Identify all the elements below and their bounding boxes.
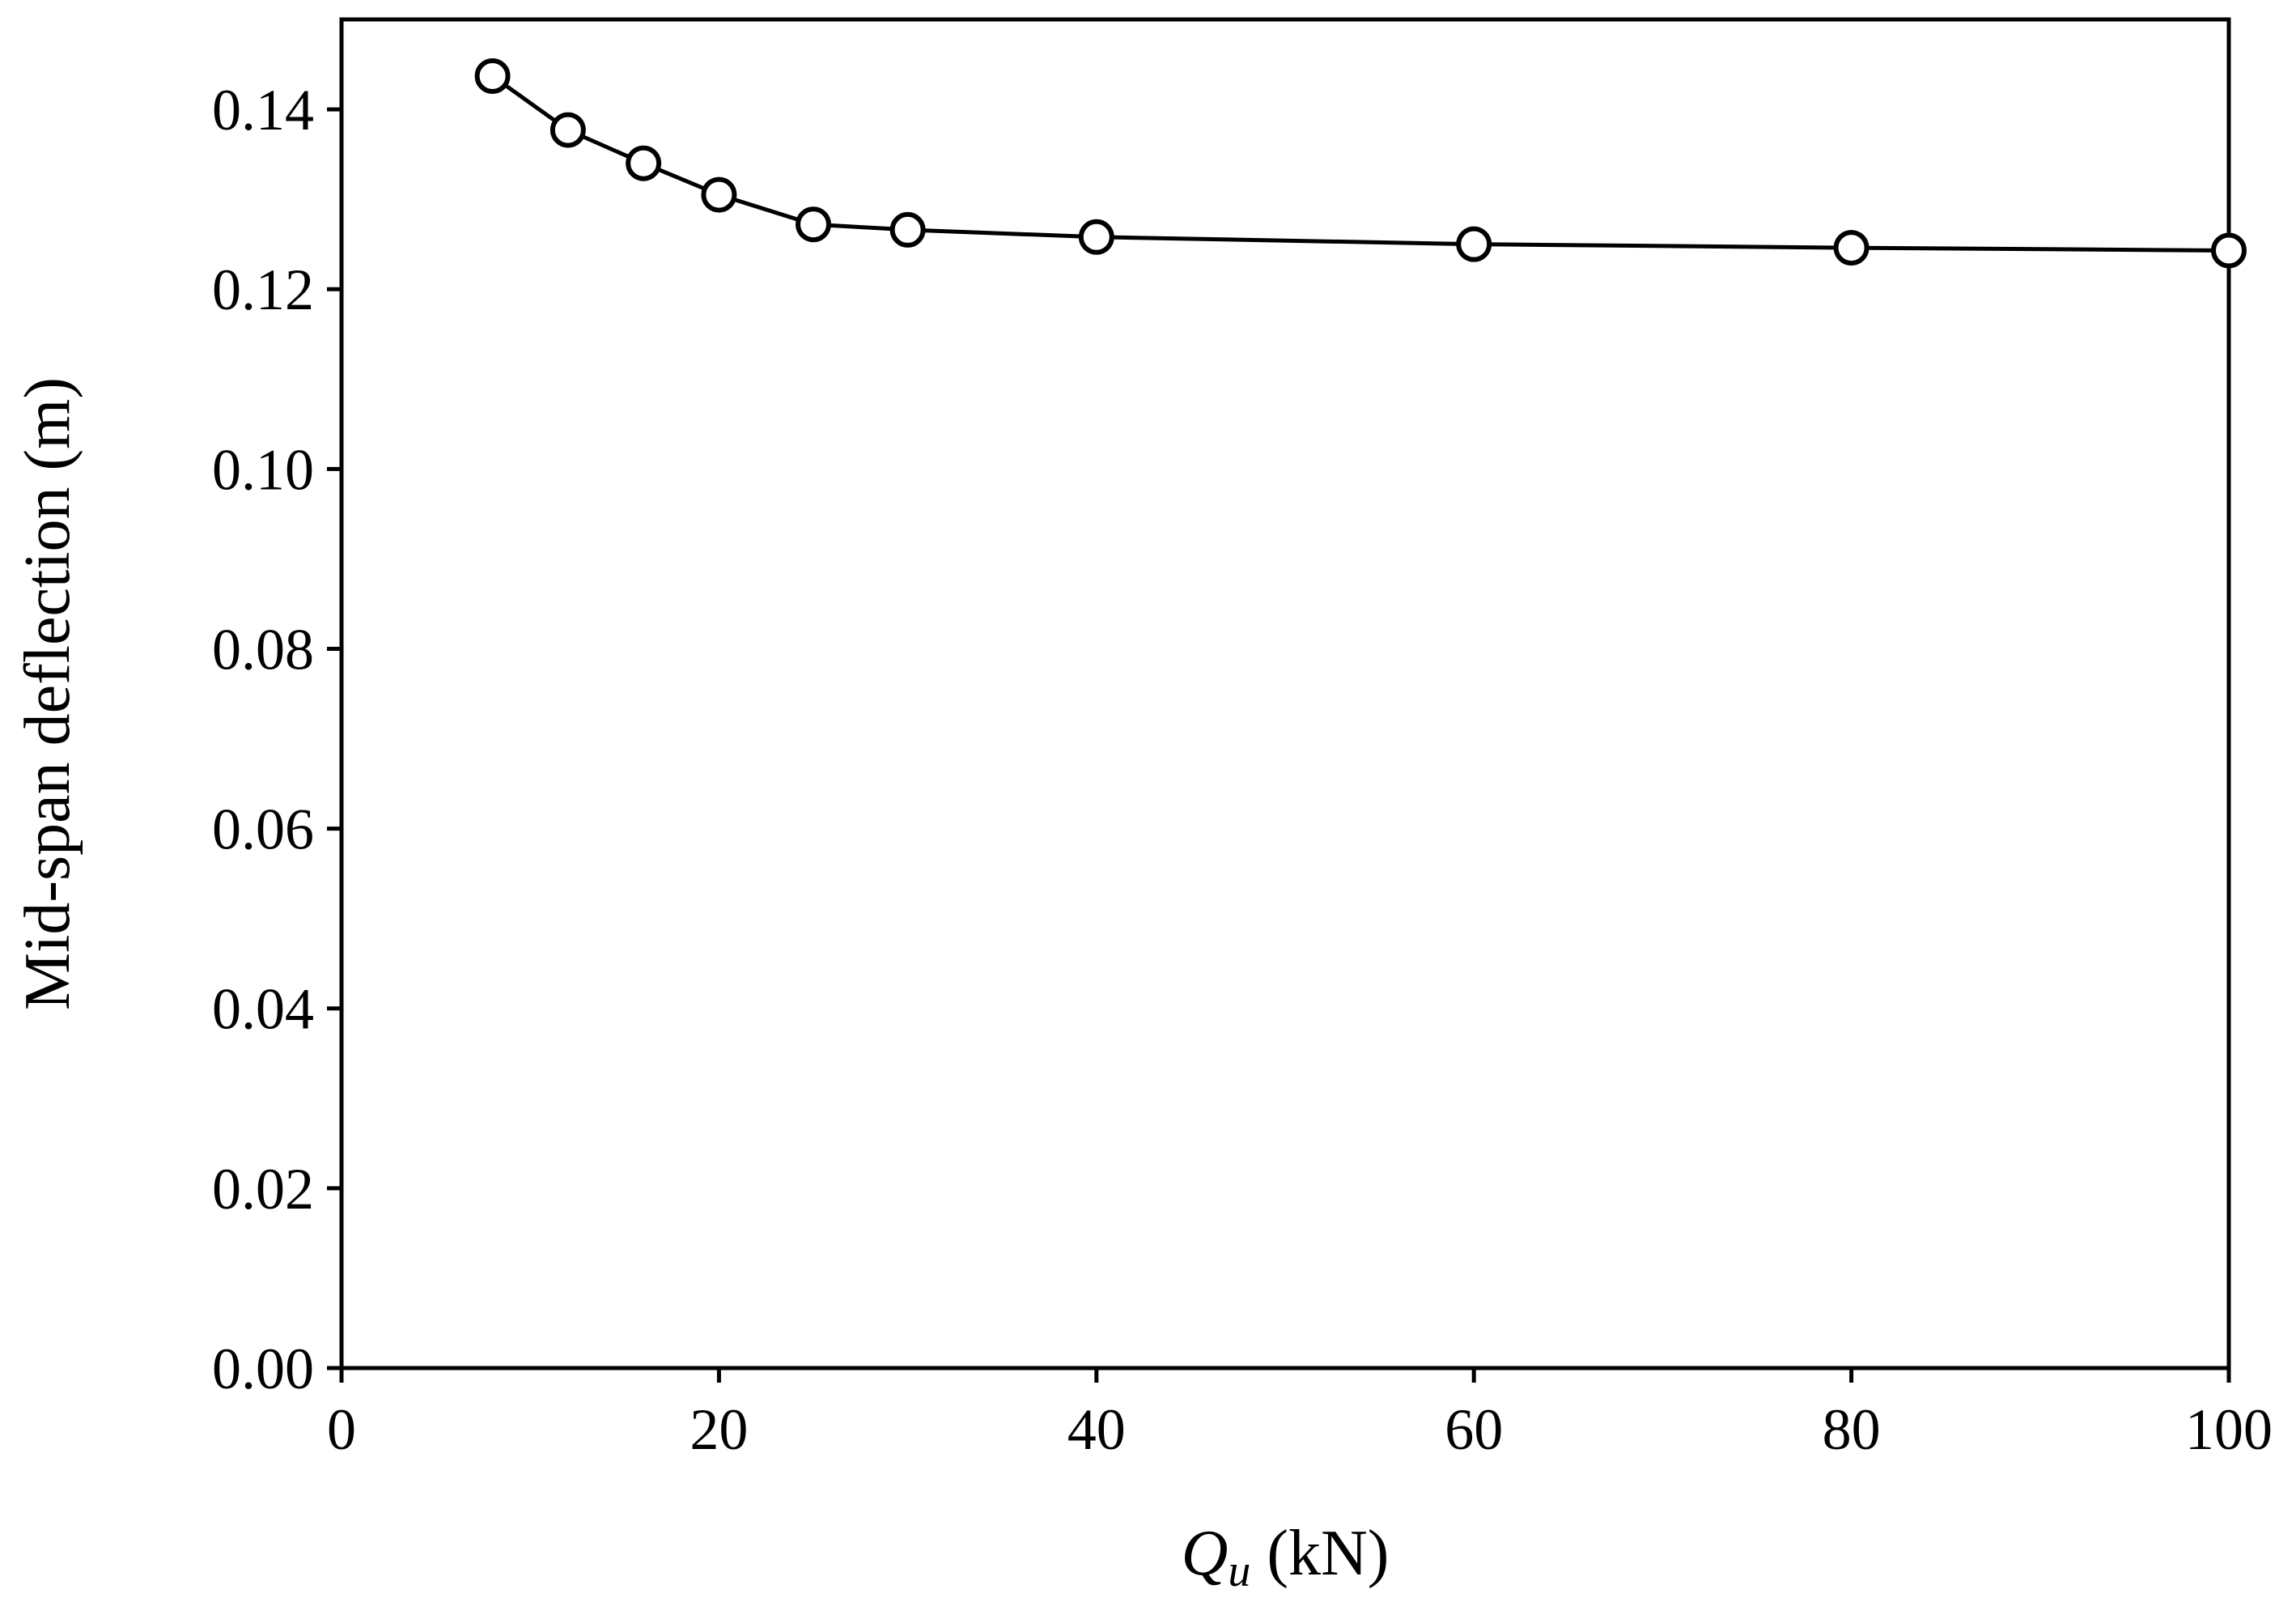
- y-axis-title: Mid-span deflection (m): [12, 377, 83, 1010]
- x-tick-label: 100: [2185, 1397, 2273, 1462]
- x-axis-title: Qu (kN): [1182, 1518, 1390, 1596]
- y-axis-ticks: 0.00 0.02 0.04 0.06 0.08 0.10 0.12 0.14: [212, 78, 342, 1401]
- x-tick-label: 0: [327, 1397, 356, 1462]
- data-point: [1456, 226, 1492, 262]
- y-tick-label: 0.12: [212, 257, 314, 322]
- y-tick-label: 0.14: [212, 78, 314, 142]
- data-point: [474, 57, 511, 94]
- series-layer: [474, 57, 2247, 269]
- data-point: [796, 206, 831, 243]
- plot-frame: [339, 17, 2231, 1370]
- y-tick-label: 0.04: [212, 977, 314, 1042]
- data-point: [889, 211, 926, 248]
- data-point: [1078, 219, 1114, 255]
- x-tick-label: 20: [690, 1397, 748, 1462]
- series-line: [491, 74, 2230, 253]
- x-axis-symbol: Q: [1182, 1518, 1229, 1589]
- x-tick-label: 60: [1445, 1397, 1503, 1462]
- data-point: [550, 112, 586, 148]
- y-tick-label: 0.06: [212, 797, 314, 862]
- y-tick-label: 0.10: [212, 437, 314, 502]
- y-tick-label: 0.02: [212, 1157, 314, 1222]
- data-point: [701, 176, 737, 213]
- y-tick-label: 0.00: [212, 1336, 314, 1401]
- y-tick-label: 0.08: [212, 617, 314, 682]
- x-tick-label: 40: [1067, 1397, 1126, 1462]
- x-axis-subscript: u: [1228, 1546, 1250, 1596]
- data-point: [626, 145, 662, 181]
- x-axis-ticks: 0 20 40 60 80 100: [327, 1368, 2273, 1462]
- data-point: [1833, 230, 1869, 266]
- data-point: [2211, 232, 2247, 269]
- x-tick-label: 80: [1823, 1397, 1881, 1462]
- x-axis-unit: (kN): [1250, 1518, 1389, 1589]
